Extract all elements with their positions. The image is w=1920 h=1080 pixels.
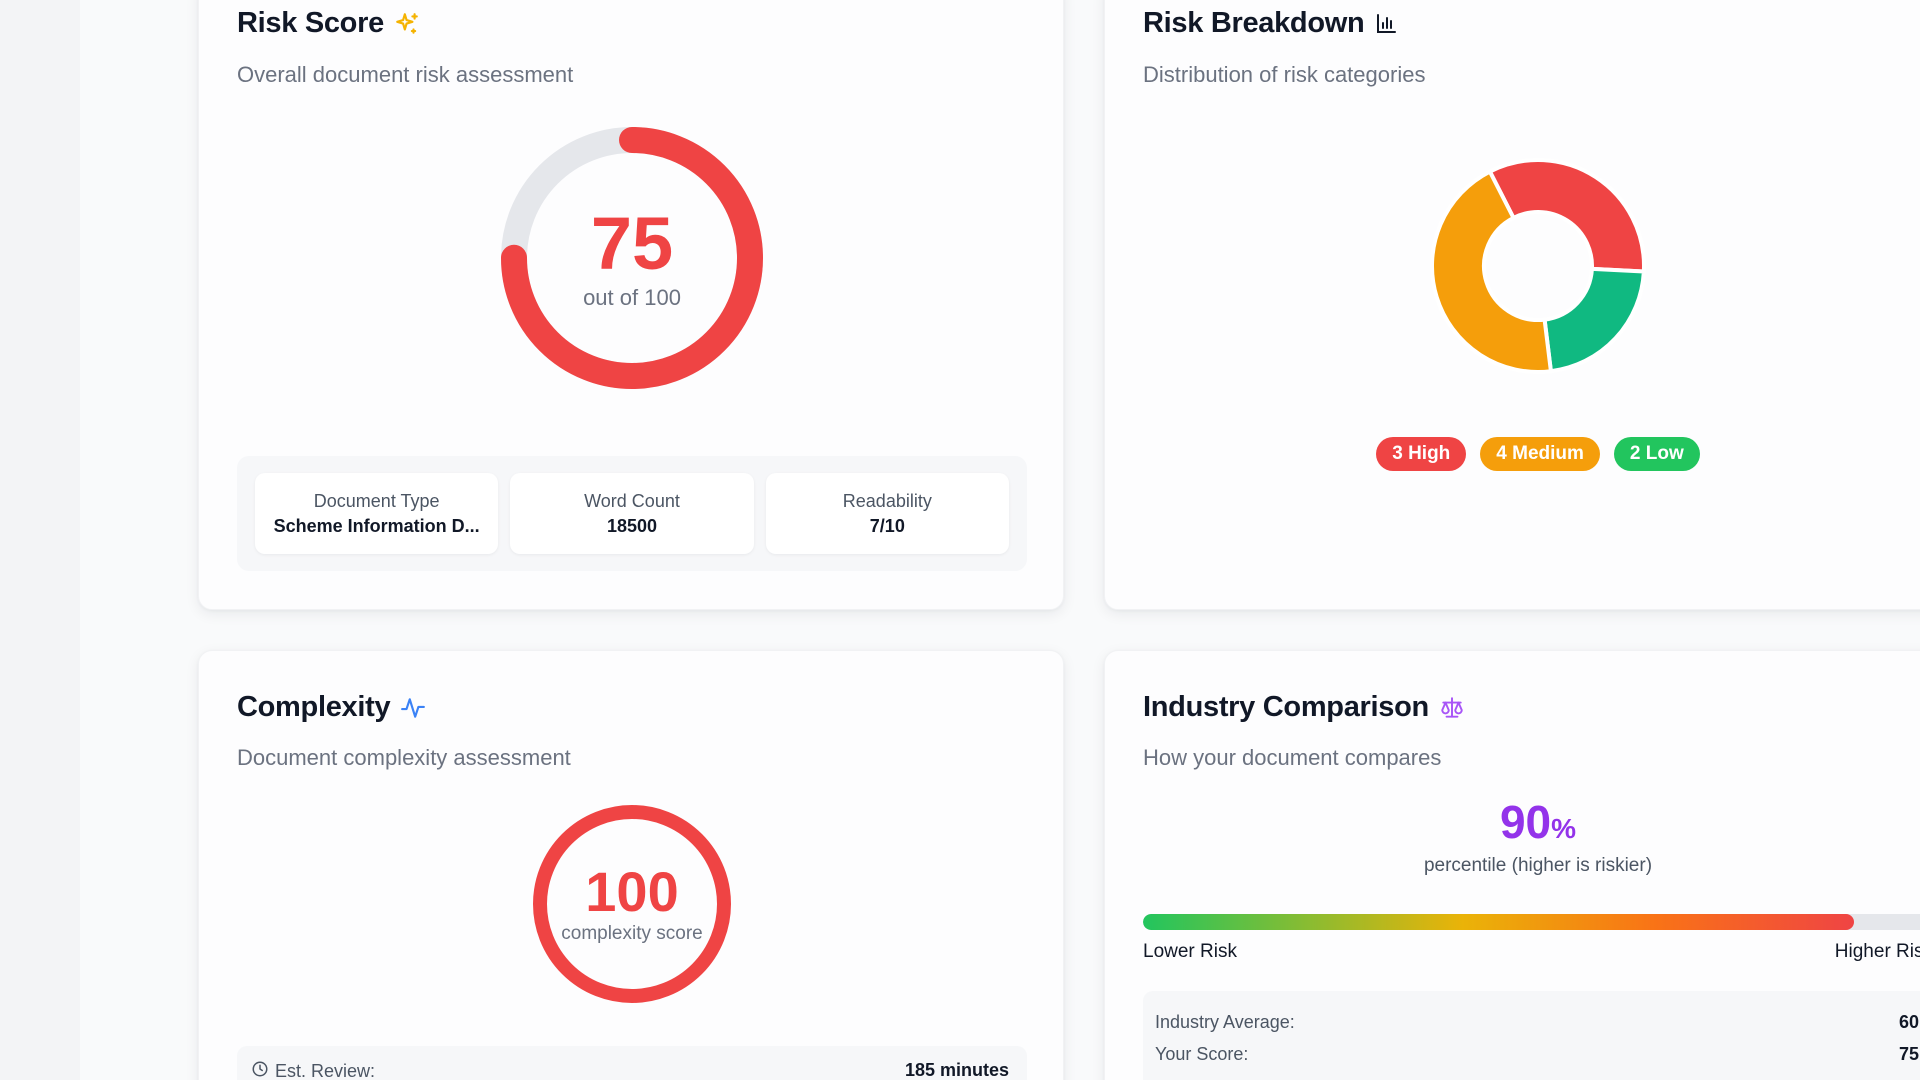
complexity-subtitle: Document complexity assessment: [237, 745, 571, 770]
left-rail: [0, 0, 80, 1080]
industry-title-text: Industry Comparison: [1143, 691, 1429, 723]
industry-comparison-card: Industry Comparison How your document co…: [1104, 650, 1920, 1080]
score-comparison-box: Industry Average: 60 Your Score: 75: [1143, 991, 1920, 1080]
meta-document-type: Document Type Scheme Information D...: [255, 473, 499, 554]
complexity-ring: [533, 805, 731, 1003]
sparkle-icon: [394, 11, 420, 37]
donut-slice-high[interactable]: [1487, 158, 1646, 274]
risk-score-title-text: Risk Score: [237, 7, 384, 39]
complexity-title-text: Complexity: [237, 691, 391, 723]
industry-title: Industry Comparison: [1143, 691, 1465, 724]
meta-word-count: Word Count 18500: [510, 473, 754, 554]
lower-risk-label: Lower Risk: [1143, 941, 1237, 962]
risk-breakdown-card: Risk Breakdown Distribution of risk cate…: [1104, 0, 1920, 610]
meta-value: 18500: [606, 515, 658, 536]
risk-percentile-bar: [1143, 914, 1920, 930]
activity-icon: [400, 695, 426, 721]
risk-breakdown-donut: [1405, 133, 1671, 399]
risk-score-subtitle: Overall document risk assessment: [237, 62, 574, 87]
document-meta-row: Document Type Scheme Information D... Wo…: [237, 456, 1027, 571]
meta-label: Document Type: [313, 490, 440, 511]
bar-chart-icon: [1374, 12, 1398, 36]
industry-subtitle: How your document compares: [1143, 745, 1442, 770]
percentile-value: 90: [1499, 796, 1552, 848]
legend-medium-pill: 4 Medium: [1480, 437, 1600, 471]
meta-value: 7/10: [869, 515, 905, 536]
complexity-title: Complexity: [237, 691, 426, 724]
industry-average-label: Industry Average:: [1155, 1011, 1295, 1032]
meta-label: Readability: [842, 490, 932, 511]
meta-value: Scheme Information D...: [273, 515, 480, 536]
risk-score-title: Risk Score: [237, 7, 420, 40]
risk-breakdown-title: Risk Breakdown: [1143, 7, 1398, 40]
percentile-caption: percentile (higher is riskier): [1423, 855, 1653, 876]
meta-readability: Readability 7/10: [765, 473, 1009, 554]
complexity-gauge: 100 complexity score: [529, 801, 735, 1007]
legend-high-pill: 3 High: [1376, 437, 1467, 471]
risk-percentile-fill: [1143, 914, 1854, 930]
estimated-review-row: Est. Review: 185 minutes: [237, 1046, 1027, 1080]
donut-slice-medium[interactable]: [1430, 168, 1554, 374]
legend-low-pill: 2 Low: [1613, 437, 1700, 471]
scale-icon: [1439, 695, 1465, 721]
risk-score-out-of: out of 100: [583, 285, 681, 310]
complexity-value: 100: [585, 859, 679, 923]
review-label: Est. Review:: [275, 1061, 376, 1080]
main-content: Risk Score Overall document risk assessm…: [80, 0, 1920, 1080]
bar-labels: Lower Risk Higher Risk: [1143, 941, 1920, 963]
risk-legend: 3 High 4 Medium 2 Low: [1105, 437, 1920, 471]
clock-icon: [251, 1060, 269, 1080]
your-score-label: Your Score:: [1155, 1043, 1249, 1064]
risk-breakdown-title-text: Risk Breakdown: [1143, 7, 1365, 39]
risk-score-value: 75: [590, 202, 674, 285]
complexity-card: Complexity Document complexity assessmen…: [198, 650, 1064, 1080]
percentile-sign: %: [1551, 813, 1577, 844]
higher-risk-label: Higher Risk: [1834, 941, 1920, 962]
risk-score-gauge: 75 out of 100: [500, 126, 764, 390]
gauge-arc: [501, 127, 763, 389]
percentile-block: 90% percentile (higher is riskier): [1143, 799, 1920, 877]
risk-breakdown-subtitle: Distribution of risk categories: [1143, 62, 1426, 87]
industry-average-row: Industry Average: 60: [1155, 1006, 1919, 1038]
meta-label: Word Count: [584, 490, 680, 511]
review-value: 185 minutes: [904, 1060, 1009, 1080]
donut-chart: [1430, 158, 1646, 374]
complexity-label: complexity score: [561, 922, 703, 944]
your-score-value: 75: [1898, 1043, 1919, 1064]
donut-slice-low[interactable]: [1542, 266, 1646, 374]
industry-average-value: 60: [1898, 1011, 1919, 1032]
risk-score-card: Risk Score Overall document risk assessm…: [198, 0, 1064, 610]
your-score-row: Your Score: 75: [1155, 1038, 1919, 1070]
